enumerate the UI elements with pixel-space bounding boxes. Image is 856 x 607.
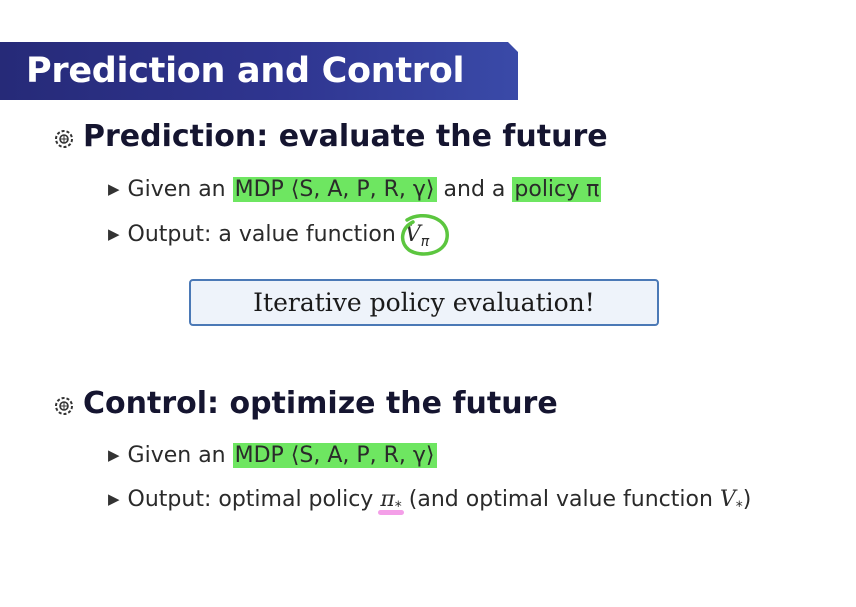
optimal-policy-symbol: π [380,487,395,512]
prediction-output-prefix: Output: a value function [127,222,396,247]
gear-bullet-icon [55,397,73,415]
optimal-value-symbol: V [719,487,736,512]
prediction-output-line: ▶ Output: a value function Vπ [108,214,449,256]
prediction-given-prefix: Given an [127,177,226,202]
optimal-policy-annotation: π* [380,487,402,515]
prediction-mdp-highlight: MDP ⟨S, A, P, R, γ⟩ [232,177,437,202]
triangle-right-icon: ▶ [108,490,120,508]
prediction-given-line: ▶ Given an MDP ⟨S, A, P, R, γ⟩ and a poli… [108,177,602,202]
prediction-heading: Prediction: evaluate the future [83,119,608,154]
value-function-symbol: V [404,222,421,247]
optimal-policy-subscript: * [394,499,402,515]
triangle-right-icon: ▶ [108,225,120,243]
prediction-given-middle: and a [443,177,506,202]
title-bar: Prediction and Control [0,42,518,100]
green-circle-annotation-icon [400,214,449,256]
callout-text: Iterative policy evaluation! [253,288,595,317]
control-output-line: ▶ Output: optimal policy π* (and optimal … [108,487,751,515]
slide-title: Prediction and Control [26,51,465,91]
control-heading: Control: optimize the future [83,386,558,421]
value-function-subscript: π [420,234,430,250]
control-output-prefix: Output: optimal policy [127,487,374,512]
control-output-suffix: ) [742,487,752,512]
control-given-prefix: Given an [127,443,226,468]
prediction-policy-highlight: policy π [512,177,602,202]
control-mdp-highlight: MDP ⟨S, A, P, R, γ⟩ [232,443,437,468]
control-output-middle: (and optimal value function [408,487,713,512]
gear-bullet-icon [55,130,73,148]
control-given-line: ▶ Given an MDP ⟨S, A, P, R, γ⟩ [108,443,437,468]
triangle-right-icon: ▶ [108,446,120,464]
callout-box: Iterative policy evaluation! [189,279,659,326]
triangle-right-icon: ▶ [108,180,120,198]
value-function-annotation: Vπ [400,214,449,256]
optimal-value-subscript: * [735,499,743,515]
